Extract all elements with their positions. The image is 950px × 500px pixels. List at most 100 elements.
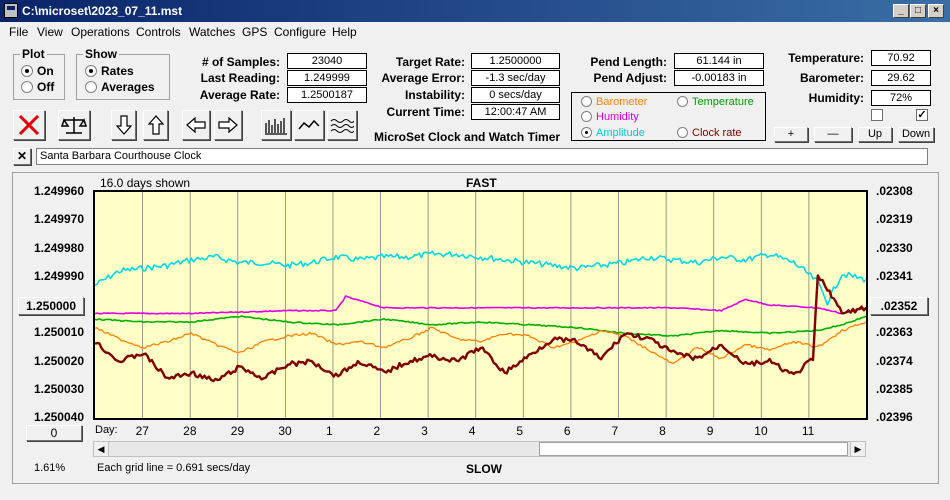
y-right-selected-button[interactable]: .02352 xyxy=(870,297,928,315)
menu-controls[interactable]: Controls xyxy=(136,25,181,39)
down-arrow-button[interactable] xyxy=(111,110,136,140)
down-button[interactable]: Down xyxy=(898,127,934,142)
series-barometer-radio[interactable]: Barometer xyxy=(581,96,647,108)
target-rate-field[interactable]: 1.2500000 xyxy=(471,53,560,69)
line-graph-icon xyxy=(298,119,320,130)
series-temperature-dot xyxy=(677,96,688,107)
menu-view[interactable]: View xyxy=(37,25,63,39)
arrow-down-icon xyxy=(115,115,132,135)
y-right-tick-label: .02308 xyxy=(876,184,913,198)
pend-length-label: Pend Length: xyxy=(590,55,667,69)
close-window-button[interactable]: × xyxy=(928,4,944,18)
series-amplitude-dot xyxy=(581,127,592,138)
bar-graph-icon xyxy=(265,118,287,135)
menu-gps[interactable]: GPS xyxy=(242,25,268,39)
series-line-amplitude xyxy=(94,250,867,306)
series-barometer-label: Barometer xyxy=(596,96,648,108)
up-button[interactable]: Up xyxy=(858,127,892,142)
last-reading-label: Last Reading: xyxy=(200,71,280,85)
left-arrow-button[interactable] xyxy=(182,110,210,140)
scroll-thumb[interactable] xyxy=(539,442,848,456)
checkbox-2[interactable]: ✓ xyxy=(916,109,928,121)
balance-scale-icon xyxy=(61,117,87,134)
clear-button[interactable] xyxy=(13,110,45,140)
y-right-tick-label: .02374 xyxy=(876,353,913,368)
series-amplitude-label: Amplitude xyxy=(596,127,645,139)
minus-button[interactable]: — xyxy=(814,127,852,142)
plus-button[interactable]: + xyxy=(774,127,808,142)
temperature-field: 70.92 xyxy=(871,50,931,66)
series-clock-rate-radio[interactable]: Clock rate xyxy=(677,127,742,139)
y-left-tick-label: 1.249990 xyxy=(33,268,84,283)
series-clock-rate-dot xyxy=(677,127,688,138)
bar-view-button[interactable] xyxy=(261,110,291,140)
x-tick-label: 8 xyxy=(659,424,666,438)
plot-on-radio[interactable]: On xyxy=(21,64,54,78)
wave-graph-icon xyxy=(330,119,354,133)
current-time-label: Current Time: xyxy=(386,105,465,119)
maximize-button[interactable]: □ xyxy=(910,4,926,18)
x-tick-label: 30 xyxy=(278,424,292,438)
show-rates-dot xyxy=(85,65,97,77)
menu-file[interactable]: File xyxy=(9,25,29,39)
chart-plot-area[interactable] xyxy=(93,190,868,420)
y-left-tick-label: 1.249970 xyxy=(33,212,84,227)
plot-group: Plot xyxy=(13,47,65,100)
right-arrow-button[interactable] xyxy=(214,110,242,140)
series-line-clock-rate xyxy=(94,274,867,383)
show-group: Show xyxy=(76,47,170,100)
scroll-left-icon[interactable]: ◀ xyxy=(94,442,109,456)
clock-name-field[interactable]: Santa Barbara Courthouse Clock xyxy=(36,148,928,165)
fast-label: FAST xyxy=(466,176,497,190)
menu-help[interactable]: Help xyxy=(332,25,357,39)
minimize-button[interactable]: _ xyxy=(893,4,909,18)
series-humidity-dot xyxy=(581,111,592,122)
samples-label: # of Samples: xyxy=(201,55,280,69)
line-view-button[interactable] xyxy=(294,110,324,140)
up-arrow-button[interactable] xyxy=(143,110,168,140)
series-barometer-dot xyxy=(581,96,592,107)
remove-clock-button[interactable]: ✕ xyxy=(13,148,31,165)
y-right-tick-label: .02363 xyxy=(876,325,913,340)
x-tick-label: 9 xyxy=(706,424,714,438)
menu-bar: File View Operations Controls Watches GP… xyxy=(0,22,950,42)
show-rates-label: Rates xyxy=(101,64,134,78)
series-amplitude-radio[interactable]: Amplitude xyxy=(581,127,645,139)
menu-operations[interactable]: Operations xyxy=(71,25,130,39)
x-axis-prefix: Day: xyxy=(95,424,118,436)
y-right-tick-label: .02385 xyxy=(876,381,913,396)
arrow-up-icon xyxy=(147,115,164,135)
app-icon[interactable] xyxy=(4,3,18,18)
average-error-label: Average Error: xyxy=(381,71,465,85)
window-title: C:\microset\2023_07_11.mst xyxy=(22,4,183,18)
scroll-right-icon[interactable]: ▶ xyxy=(850,442,865,456)
series-line-barometer xyxy=(94,321,867,365)
y-left-tick-label: 1.250030 xyxy=(33,381,84,396)
humidity-field: 72% xyxy=(871,90,931,106)
show-averages-radio[interactable]: Averages xyxy=(85,80,155,94)
y-left-selected-button[interactable]: 1.250000 xyxy=(18,297,84,315)
series-humidity-radio[interactable]: Humidity xyxy=(581,111,639,123)
show-group-title: Show xyxy=(83,47,119,61)
arrow-left-icon xyxy=(186,117,206,133)
zero-button[interactable]: 0 xyxy=(26,425,82,441)
plot-off-radio[interactable]: Off xyxy=(21,80,54,94)
humidity-label: Humidity: xyxy=(808,91,864,105)
menu-configure[interactable]: Configure xyxy=(274,25,327,39)
series-temperature-radio[interactable]: Temperature xyxy=(677,96,754,108)
wave-view-button[interactable] xyxy=(327,110,357,140)
show-rates-radio[interactable]: Rates xyxy=(85,64,134,78)
pend-adjust-label: Pend Adjust: xyxy=(593,71,667,85)
plot-off-dot xyxy=(21,81,33,93)
chart-scrollbar[interactable]: ◀ ▶ xyxy=(93,441,866,457)
checkbox-1[interactable] xyxy=(871,109,883,121)
plot-off-label: Off xyxy=(37,80,55,94)
x-tick-label: 10 xyxy=(754,424,768,438)
series-temperature-label: Temperature xyxy=(692,96,754,108)
pend-length-field[interactable]: 61.144 in xyxy=(674,53,764,69)
show-averages-dot xyxy=(85,81,97,93)
menu-watches[interactable]: Watches xyxy=(189,25,236,39)
y-right-tick-label: .02330 xyxy=(876,240,913,255)
balance-button[interactable] xyxy=(58,110,90,140)
x-tick-label: 11 xyxy=(801,424,815,438)
